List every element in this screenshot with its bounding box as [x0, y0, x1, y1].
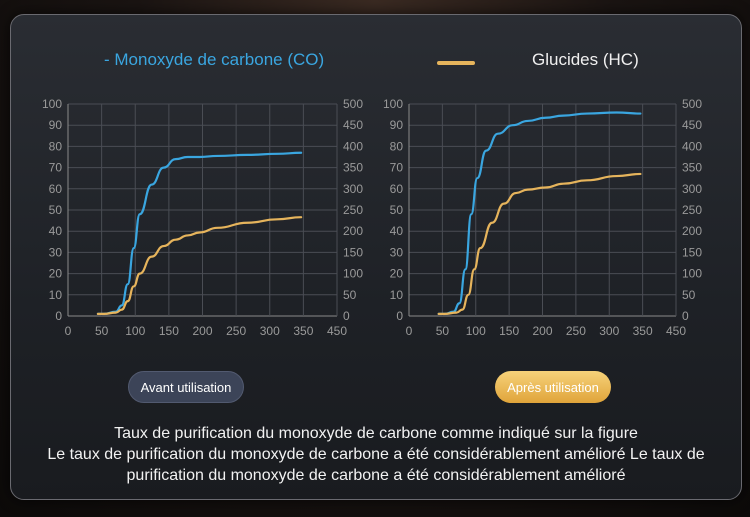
chart2-xtick: 250 — [566, 324, 586, 338]
chart2-ytick-left: 50 — [390, 203, 404, 217]
chart2-ytick-left: 20 — [390, 267, 404, 281]
chart2-ytick-left: 10 — [390, 288, 404, 302]
chart1-ytick-left: 10 — [49, 288, 63, 302]
chart2-ytick-right: 250 — [682, 203, 702, 217]
chart1-ytick-left: 40 — [49, 224, 63, 238]
chart2-ytick-right: 350 — [682, 161, 702, 175]
chart1-co-line — [96, 151, 303, 315]
chart2-xtick: 0 — [406, 324, 413, 338]
chart1-ytick-left: 30 — [49, 245, 63, 259]
after-use-button[interactable]: Après utilisation — [495, 371, 611, 403]
chart2-ytick-right: 50 — [682, 288, 696, 302]
chart2-xtick: 450 — [666, 324, 686, 338]
chart2-ytick-left: 30 — [390, 245, 404, 259]
chart1-ytick-right: 350 — [343, 161, 363, 175]
chart2-ytick-left: 90 — [390, 118, 404, 132]
caption: Taux de purification du monoxyde de carb… — [20, 423, 732, 486]
caption-line-1: Taux de purification du monoxyde de carb… — [114, 425, 638, 442]
chart1-ytick-left: 80 — [49, 139, 63, 153]
chart2-ytick-right: 0 — [682, 309, 689, 323]
chart1-ytick-right: 100 — [343, 267, 363, 281]
chart1-xtick: 100 — [125, 324, 145, 338]
chart1-ytick-right: 450 — [343, 118, 363, 132]
chart1-ytick-left: 20 — [49, 267, 63, 281]
chart2-ytick-left: 100 — [383, 97, 403, 111]
chart2-ytick-right: 500 — [682, 97, 702, 111]
chart1-ytick-right: 150 — [343, 245, 363, 259]
chart2-xtick: 50 — [436, 324, 450, 338]
chart1-xtick: 450 — [327, 324, 347, 338]
chart2-ytick-right: 450 — [682, 118, 702, 132]
chart1-ytick-right: 300 — [343, 182, 363, 196]
chart1-ytick-left: 0 — [55, 309, 62, 323]
chart1-hc-line — [96, 216, 303, 315]
caption-line-2: Le taux de purification du monoxyde de c… — [47, 446, 705, 463]
chart2-ytick-left: 80 — [390, 139, 404, 153]
chart1-ytick-left: 70 — [49, 161, 63, 175]
chart2-ytick-left: 70 — [390, 161, 404, 175]
chart1-xtick: 300 — [260, 324, 280, 338]
legend-co: - Monoxyde de carbone (CO) — [104, 50, 325, 69]
legend-hc-swatch — [437, 61, 475, 65]
chart1-ytick-left: 90 — [49, 118, 63, 132]
chart2-co-line — [437, 111, 642, 315]
legend-hc: Glucides (HC) — [532, 50, 639, 69]
chart2-ytick-left: 0 — [396, 309, 403, 323]
chart1-ytick-right: 50 — [343, 288, 357, 302]
chart1-xtick: 200 — [192, 324, 212, 338]
chart1-xtick: 250 — [226, 324, 246, 338]
chart1-ytick-right: 200 — [343, 224, 363, 238]
chart2-ytick-left: 60 — [390, 182, 404, 196]
before-use-button[interactable]: Avant utilisation — [128, 371, 244, 403]
chart1-xtick: 150 — [159, 324, 179, 338]
chart2-ytick-right: 400 — [682, 139, 702, 153]
chart1-ytick-right: 500 — [343, 97, 363, 111]
chart1-xtick: 0 — [65, 324, 72, 338]
chart2-ytick-right: 150 — [682, 245, 702, 259]
chart2-xtick: 350 — [633, 324, 653, 338]
chart1-xtick: 350 — [293, 324, 313, 338]
chart1-ytick-left: 60 — [49, 182, 63, 196]
chart1-ytick-right: 400 — [343, 139, 363, 153]
chart2-xtick: 150 — [499, 324, 519, 338]
chart2-ytick-right: 100 — [682, 267, 702, 281]
chart2-ytick-right: 200 — [682, 224, 702, 238]
chart1-ytick-right: 250 — [343, 203, 363, 217]
chart2-xtick: 300 — [599, 324, 619, 338]
chart2-hc-line — [437, 172, 642, 315]
chart2-ytick-left: 40 — [390, 224, 404, 238]
caption-line-3: purification du monoxyde de carbone a ét… — [126, 467, 626, 484]
chart1-ytick-left: 100 — [42, 97, 62, 111]
chart1-ytick-left: 50 — [49, 203, 63, 217]
chart2-xtick: 200 — [532, 324, 552, 338]
chart2-xtick: 100 — [466, 324, 486, 338]
chart1-ytick-right: 0 — [343, 309, 350, 323]
chart1-xtick: 50 — [95, 324, 109, 338]
chart2-ytick-right: 300 — [682, 182, 702, 196]
